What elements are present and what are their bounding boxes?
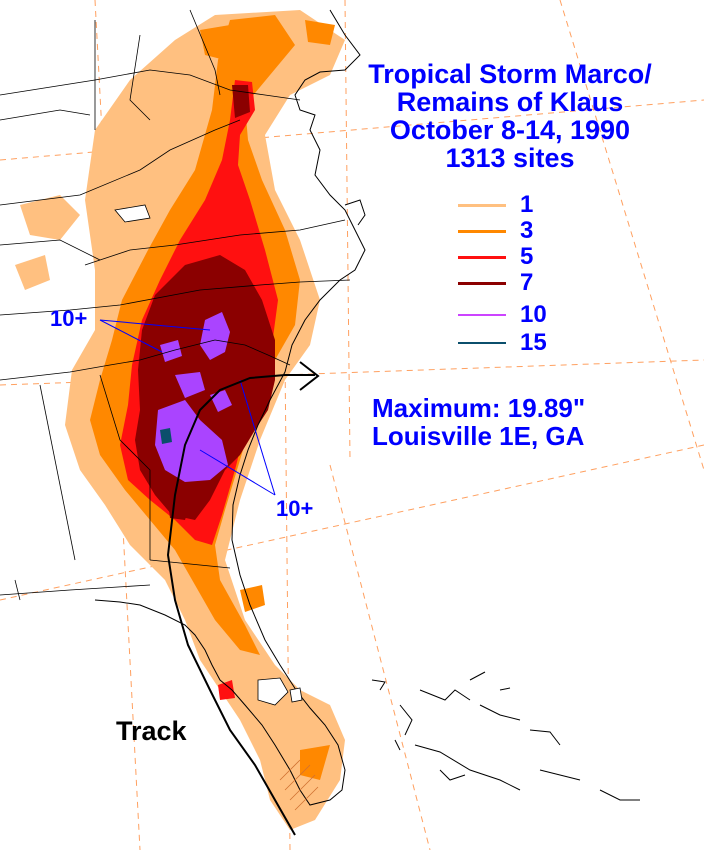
legend-label: 15 [520,329,547,356]
track-label: Track [116,716,187,746]
legend-swatch [458,314,506,316]
rainfall-15-inch-area [160,428,172,444]
maximum-location: Louisville 1E, GA [372,421,585,451]
legend-swatch [458,282,506,285]
storm-track [166,361,320,836]
map-title-line-1: Tropical Storm Marco/ [368,59,652,89]
legend-label: 3 [520,217,534,244]
rainfall-10-inch-area [155,312,232,482]
map-title-line-3: October 8-14, 1990 [389,115,631,145]
map-title-line-4: 1313 sites [445,143,575,173]
legend-label: 10 [520,301,547,328]
lakes [114,204,303,706]
legend-swatch [458,204,506,207]
coastline [94,9,640,806]
legend-swatch [458,230,506,233]
legend-label: 5 [520,243,534,270]
callout-pointers [99,319,276,496]
legend-label: 1 [520,191,534,218]
legend-swatch [458,256,506,259]
legend-label: 7 [520,269,534,296]
callout-label-upper: 10+ [50,306,88,331]
map-title-line-2: Remains of Klaus [396,87,624,117]
state-boundaries [0,9,351,601]
hatched-area [279,759,319,811]
callout-label-lower: 10+ [276,496,314,521]
maximum-value: Maximum: 19.89" [372,393,586,423]
legend-swatch [458,342,506,344]
